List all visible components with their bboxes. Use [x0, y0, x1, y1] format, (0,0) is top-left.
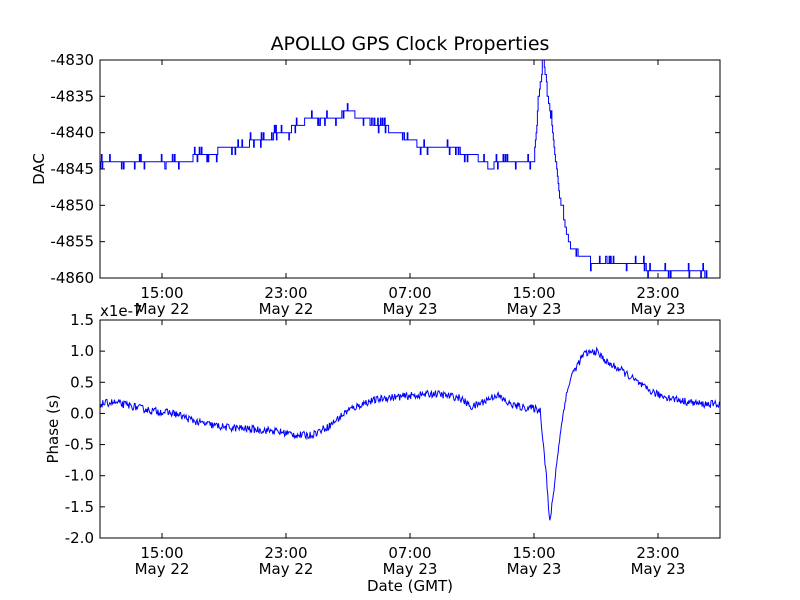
xtick-date-label: May 23: [383, 300, 438, 318]
dac-ylabel: DAC: [30, 153, 48, 185]
series-line: [99, 346, 721, 521]
xtick-date-label: May 23: [507, 300, 562, 318]
dac-y-ticks: -4830 -4835 -4840 -4845 -4850 -4855 -4860: [50, 51, 720, 287]
xtick-date-label: May 23: [631, 300, 686, 318]
xtick-time-label: 15:00: [512, 544, 555, 562]
ytick-label: -2.0: [65, 529, 94, 547]
ytick-label: -1.0: [65, 467, 94, 485]
xtick-date-label: May 22: [135, 300, 190, 318]
ytick-label: -4850: [50, 196, 94, 214]
phase-y-ticks: 1.5 1.0 0.5 0.0 -0.5 -1.0 -1.5 -2.0: [65, 311, 720, 547]
phase-offset-text: x1e-7: [100, 302, 143, 320]
xtick-time-label: 23:00: [264, 544, 307, 562]
xtick-time-label: 23:00: [636, 284, 679, 302]
chart-title: APOLLO GPS Clock Properties: [271, 33, 550, 55]
xtick-time-label: 07:00: [388, 284, 431, 302]
xtick-time-label: 07:00: [388, 544, 431, 562]
xtick-time-label: 23:00: [264, 284, 307, 302]
phase-ylabel: Phase (s): [44, 394, 62, 463]
ytick-label: -4835: [50, 87, 94, 105]
ytick-label: 1.0: [70, 342, 94, 360]
xtick-date-label: May 22: [259, 300, 314, 318]
ytick-label: 0.5: [70, 373, 94, 391]
ytick-label: 0.0: [70, 404, 94, 422]
series-line: [100, 59, 720, 279]
ytick-label: -4860: [50, 269, 94, 287]
phase-plot-frame: [99, 319, 721, 539]
ytick-label: 1.5: [70, 311, 94, 329]
phase-series: [99, 346, 721, 521]
ytick-label: -4855: [50, 233, 94, 251]
dac-series: [100, 59, 720, 279]
xtick-date-label: May 22: [259, 560, 314, 578]
dac-panel: -4830 -4835 -4840 -4845 -4850 -4855 -4860 15:0…: [30, 51, 721, 318]
ytick-label: -4840: [50, 124, 94, 142]
ytick-label: -0.5: [65, 436, 94, 454]
xtick-time-label: 15:00: [512, 284, 555, 302]
ytick-label: -4845: [50, 160, 94, 178]
xtick-time-label: 15:00: [140, 284, 183, 302]
xtick-time-label: 23:00: [636, 544, 679, 562]
dac-plot-frame: [99, 59, 721, 279]
ytick-label: -4830: [50, 51, 94, 69]
xtick-time-label: 15:00: [140, 544, 183, 562]
xtick-date-label: May 23: [507, 560, 562, 578]
xtick-date-label: May 23: [631, 560, 686, 578]
xtick-date-label: May 23: [383, 560, 438, 578]
xlabel: Date (GMT): [367, 577, 453, 595]
xtick-date-label: May 22: [135, 560, 190, 578]
ytick-label: -1.5: [65, 498, 94, 516]
